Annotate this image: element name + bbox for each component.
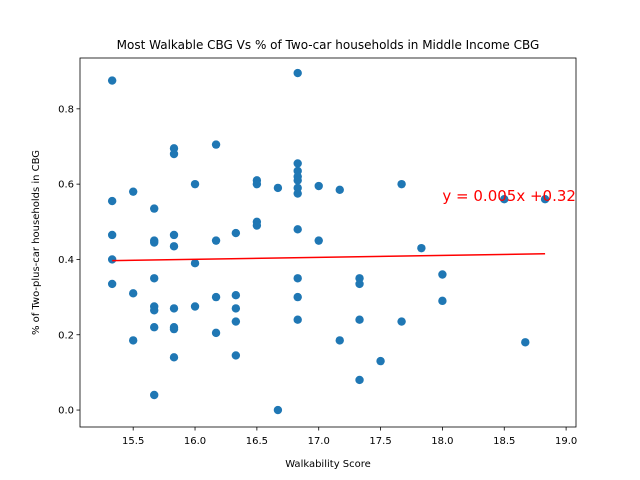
data-point — [521, 338, 530, 347]
data-point — [231, 304, 241, 313]
x-tick-label: 17.0 — [308, 436, 330, 447]
data-point — [107, 230, 117, 240]
data-point — [231, 317, 241, 326]
y-tick-label: 0.8 — [58, 104, 74, 115]
data-point — [293, 292, 302, 302]
x-tick-label: 19.0 — [555, 436, 577, 447]
data-point — [169, 230, 179, 240]
x-tick-label: 17.5 — [369, 436, 391, 447]
data-point — [273, 405, 283, 415]
data-point — [150, 390, 159, 400]
data-point — [150, 306, 159, 315]
regression-equation: y = 0.005x +0.32 — [442, 187, 576, 205]
data-point — [252, 221, 262, 230]
data-point — [169, 242, 179, 251]
data-point — [438, 270, 447, 279]
regression-line-layer — [112, 253, 546, 262]
data-point — [107, 255, 117, 264]
data-points — [107, 68, 550, 415]
data-point — [293, 274, 302, 283]
y-tick-label: 0.2 — [58, 330, 74, 341]
data-point — [355, 279, 364, 289]
regression-line — [112, 253, 546, 262]
data-point — [417, 243, 426, 253]
data-point — [355, 375, 364, 385]
data-point — [314, 181, 323, 191]
data-point — [293, 176, 302, 185]
data-point — [190, 179, 200, 189]
plot-frame — [79, 57, 577, 428]
data-point — [150, 323, 159, 332]
x-axis-ticks: 15.5 16.0 16.5 17.0 17.5 18.0 18.5 19.0 — [122, 427, 577, 447]
data-point — [335, 336, 344, 345]
data-point — [231, 351, 241, 360]
data-point — [150, 274, 159, 283]
data-point — [252, 179, 262, 189]
data-point — [397, 317, 406, 326]
data-point — [107, 196, 117, 206]
data-point — [128, 289, 138, 298]
data-point — [293, 159, 302, 168]
data-point — [150, 204, 159, 213]
x-tick-label: 18.0 — [431, 436, 453, 447]
data-point — [211, 328, 221, 338]
x-tick-label: 16.0 — [184, 436, 206, 447]
data-point — [128, 187, 138, 196]
x-tick-label: 15.5 — [122, 436, 144, 447]
y-tick-label: 0.6 — [58, 180, 74, 191]
data-point — [107, 279, 117, 289]
data-point — [169, 304, 179, 313]
data-point — [169, 324, 179, 334]
data-point — [190, 302, 200, 311]
plot-area — [80, 58, 576, 427]
data-point — [211, 236, 221, 245]
y-axis-ticks: 0.0 0.2 0.4 0.6 0.8 — [58, 104, 80, 417]
data-point — [293, 225, 302, 234]
data-point — [355, 315, 364, 324]
data-point — [150, 238, 159, 247]
data-point — [335, 185, 344, 194]
data-point — [211, 292, 221, 302]
x-axis-label: Walkability Score — [285, 459, 371, 470]
y-axis-label: % of Two-plus-car households in CBG — [31, 150, 42, 335]
data-point — [500, 195, 509, 204]
data-point — [107, 76, 117, 85]
data-point — [190, 259, 200, 268]
data-point — [397, 179, 406, 189]
data-point — [293, 189, 302, 198]
data-point — [231, 228, 241, 238]
data-point — [314, 236, 323, 245]
data-point — [231, 291, 241, 300]
data-point — [211, 140, 221, 149]
y-tick-label: 0.0 — [58, 406, 74, 417]
data-point — [438, 296, 447, 306]
x-tick-label: 18.5 — [493, 436, 515, 447]
x-tick-label: 16.5 — [246, 436, 268, 447]
chart-title: Most Walkable CBG Vs % of Two-car househ… — [117, 38, 540, 52]
data-point — [293, 315, 302, 324]
data-point — [376, 356, 385, 366]
data-point — [540, 195, 550, 204]
data-point — [169, 149, 179, 159]
data-point — [128, 336, 138, 345]
data-point — [293, 68, 302, 78]
data-point — [169, 353, 179, 362]
y-tick-label: 0.4 — [58, 255, 74, 266]
data-point — [273, 183, 283, 193]
